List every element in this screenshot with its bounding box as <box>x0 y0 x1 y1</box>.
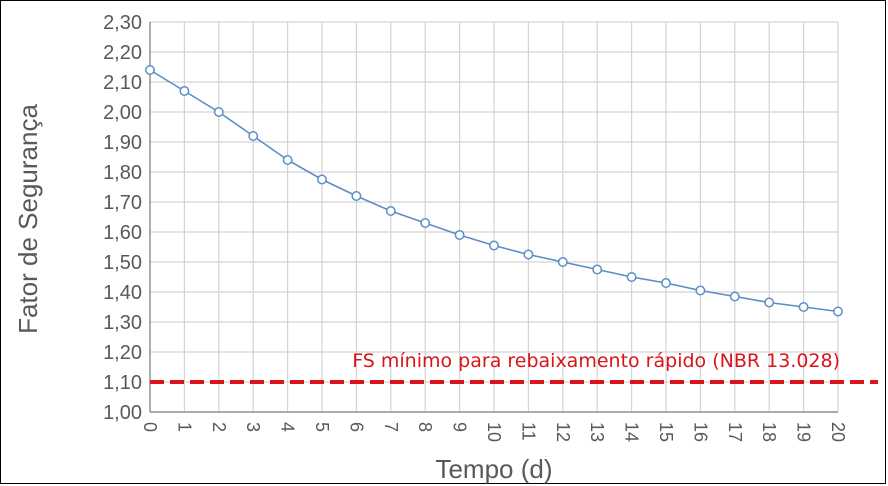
y-tick-label-10: 2,00 <box>103 102 142 124</box>
reference-line-label: FS mínimo para rebaixamento rápido (NBR … <box>352 350 840 372</box>
data-point-0 <box>145 65 155 75</box>
y-tick-label-8: 1,80 <box>103 162 142 184</box>
y-tick-labels: 1,00 1,10 1,20 1,30 1,40 1,50 1,60 1,70 1,80 1,90… <box>103 12 142 424</box>
x-tick-label-4: 4 <box>278 422 298 432</box>
x-tick-label-10: 10 <box>484 422 504 442</box>
data-point-19 <box>798 302 809 312</box>
data-point-18 <box>764 297 775 308</box>
x-tick-label-0: 0 <box>140 422 160 432</box>
x-tick-label-5: 5 <box>312 422 332 432</box>
x-tick-label-18: 18 <box>759 422 779 442</box>
data-point-20 <box>833 306 843 317</box>
x-tick-label-1: 1 <box>174 422 194 432</box>
x-tick-label-19: 19 <box>794 422 814 442</box>
y-tick-label-9: 1,90 <box>103 132 142 154</box>
y-tick-label-11: 2,10 <box>103 72 142 94</box>
data-point-5 <box>317 174 327 185</box>
x-tick-label-2: 2 <box>209 422 229 432</box>
y-tick-label-13: 2,30 <box>103 12 142 34</box>
x-tick-label-15: 15 <box>656 422 676 442</box>
data-point-11 <box>523 249 534 260</box>
y-tick-label-3: 1,30 <box>103 312 142 334</box>
data-point-9 <box>454 230 465 240</box>
data-point-6 <box>351 191 362 201</box>
data-point-3 <box>248 131 259 141</box>
y-tick-label-4: 1,40 <box>103 282 142 304</box>
x-tick-label-13: 13 <box>587 422 607 442</box>
x-tick-label-6: 6 <box>346 422 366 432</box>
x-tick-label-16: 16 <box>690 422 710 442</box>
x-tick-label-14: 14 <box>622 422 642 442</box>
y-tick-label-0: 1,00 <box>103 402 142 424</box>
reference-layer: FS mínimo para rebaixamento rápido (NBR … <box>150 350 878 384</box>
x-tick-label-11: 11 <box>518 422 538 441</box>
y-tick-label-2: 1,20 <box>103 342 142 364</box>
data-point-17 <box>729 291 740 302</box>
data-point-1 <box>179 86 190 96</box>
data-point-12 <box>557 257 568 267</box>
y-tick-label-12: 2,20 <box>103 42 142 64</box>
data-point-2 <box>213 107 224 117</box>
x-tick-label-8: 8 <box>415 422 435 432</box>
data-point-7 <box>385 206 396 216</box>
data-point-14 <box>626 272 637 282</box>
data-point-15 <box>661 278 671 288</box>
y-tick-label-5: 1,50 <box>103 252 142 274</box>
data-point-10 <box>489 240 499 251</box>
x-tick-label-12: 12 <box>553 422 573 442</box>
y-tick-label-6: 1,60 <box>103 222 142 244</box>
x-tick-label-20: 20 <box>828 422 848 442</box>
data-point-16 <box>695 285 706 296</box>
y-tick-label-1: 1,10 <box>103 372 142 394</box>
x-axis-title: Tempo (d) <box>435 454 552 484</box>
axes <box>149 22 838 413</box>
x-tick-label-9: 9 <box>450 422 470 432</box>
data-point-13 <box>592 264 603 275</box>
x-tick-label-17: 17 <box>725 422 745 442</box>
data-point-8 <box>420 218 431 228</box>
x-tick-label-3: 3 <box>243 422 263 432</box>
x-tick-label-7: 7 <box>381 422 401 432</box>
x-tick-labels: 0 1 2 3 4 5 6 7 8 9 10 11 12 13 14 15 16 17 18 19 20 <box>140 422 848 442</box>
y-axis-title: Fator de Segurança <box>13 104 43 334</box>
data-point-4 <box>282 155 293 165</box>
y-tick-label-7: 1,70 <box>103 192 142 214</box>
series-layer <box>145 65 843 317</box>
